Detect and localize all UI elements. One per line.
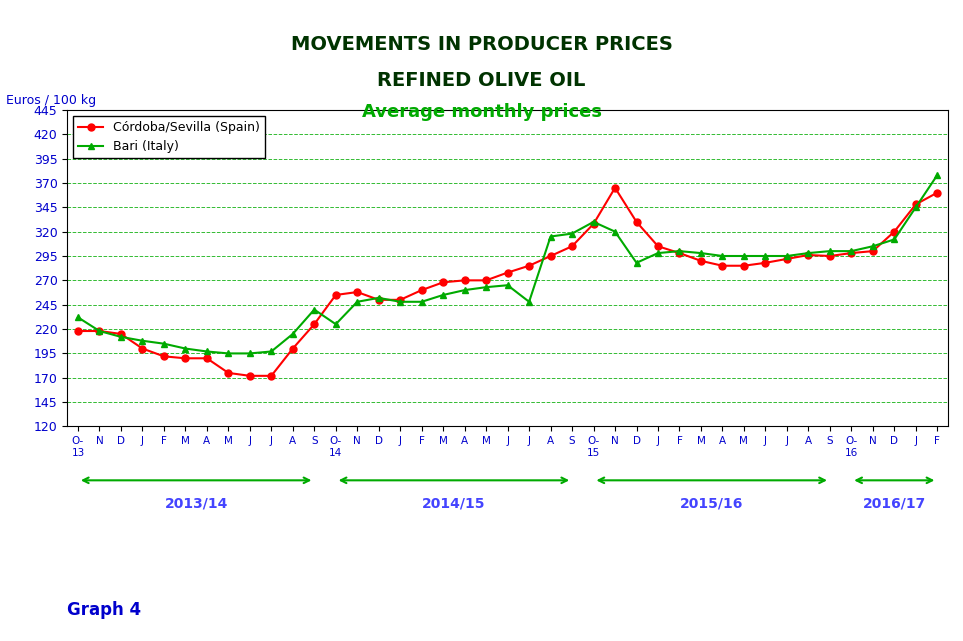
Line: Bari (Italy): Bari (Italy)	[74, 172, 941, 357]
Text: REFINED OLIVE OIL: REFINED OLIVE OIL	[377, 71, 586, 90]
Bari (Italy)	[631, 259, 642, 267]
Bari (Italy)	[93, 327, 105, 335]
Text: MOVEMENTS IN PRODUCER PRICES: MOVEMENTS IN PRODUCER PRICES	[291, 35, 672, 54]
Córdoba/Sevilla (Spain)	[137, 345, 148, 353]
Córdoba/Sevilla (Spain)	[116, 330, 127, 338]
Córdoba/Sevilla (Spain)	[158, 353, 169, 360]
Bari (Italy)	[437, 291, 449, 299]
Córdoba/Sevilla (Spain)	[610, 184, 621, 192]
Bari (Italy)	[72, 313, 84, 321]
Text: Euros / 100 kg: Euros / 100 kg	[6, 94, 95, 106]
Bari (Italy)	[222, 349, 234, 357]
Córdoba/Sevilla (Spain)	[459, 276, 471, 284]
Bari (Italy)	[244, 349, 255, 357]
Córdoba/Sevilla (Spain)	[739, 262, 750, 270]
Bari (Italy)	[739, 252, 750, 260]
Bari (Italy)	[587, 218, 599, 226]
Text: Average monthly prices: Average monthly prices	[361, 103, 602, 121]
Córdoba/Sevilla (Spain)	[523, 262, 534, 270]
Bari (Italy)	[781, 252, 793, 260]
Córdoba/Sevilla (Spain)	[760, 259, 771, 267]
Córdoba/Sevilla (Spain)	[566, 242, 578, 250]
Córdoba/Sevilla (Spain)	[180, 354, 192, 362]
Bari (Italy)	[180, 345, 192, 353]
Córdoba/Sevilla (Spain)	[781, 255, 793, 263]
Córdoba/Sevilla (Spain)	[72, 327, 84, 335]
Text: 2015/16: 2015/16	[680, 496, 743, 510]
Córdoba/Sevilla (Spain)	[351, 288, 363, 296]
Bari (Italy)	[330, 320, 342, 328]
Bari (Italy)	[116, 333, 127, 341]
Text: Graph 4: Graph 4	[67, 601, 142, 619]
Córdoba/Sevilla (Spain)	[222, 369, 234, 377]
Córdoba/Sevilla (Spain)	[437, 278, 449, 286]
Córdoba/Sevilla (Spain)	[674, 249, 686, 257]
Legend: Córdoba/Sevilla (Spain), Bari (Italy): Córdoba/Sevilla (Spain), Bari (Italy)	[73, 116, 266, 158]
Bari (Italy)	[416, 298, 428, 306]
Bari (Italy)	[674, 247, 686, 255]
Córdoba/Sevilla (Spain)	[824, 252, 836, 260]
Córdoba/Sevilla (Spain)	[266, 372, 277, 379]
Córdoba/Sevilla (Spain)	[652, 242, 664, 250]
Córdoba/Sevilla (Spain)	[931, 189, 943, 197]
Bari (Italy)	[459, 287, 471, 294]
Bari (Italy)	[910, 203, 922, 211]
Bari (Italy)	[566, 229, 578, 237]
Bari (Italy)	[802, 249, 814, 257]
Córdoba/Sevilla (Spain)	[802, 251, 814, 259]
Córdoba/Sevilla (Spain)	[481, 276, 492, 284]
Bari (Italy)	[889, 236, 900, 244]
Bari (Italy)	[867, 242, 878, 250]
Bari (Italy)	[523, 298, 534, 306]
Córdoba/Sevilla (Spain)	[93, 327, 105, 335]
Bari (Italy)	[652, 249, 664, 257]
Bari (Italy)	[502, 281, 513, 289]
Córdoba/Sevilla (Spain)	[395, 296, 406, 304]
Line: Córdoba/Sevilla (Spain): Córdoba/Sevilla (Spain)	[74, 185, 941, 379]
Córdoba/Sevilla (Spain)	[545, 252, 557, 260]
Córdoba/Sevilla (Spain)	[631, 218, 642, 226]
Bari (Italy)	[137, 337, 148, 345]
Córdoba/Sevilla (Spain)	[330, 291, 342, 299]
Córdoba/Sevilla (Spain)	[373, 296, 384, 304]
Bari (Italy)	[373, 294, 384, 302]
Córdoba/Sevilla (Spain)	[910, 201, 922, 208]
Córdoba/Sevilla (Spain)	[244, 372, 255, 379]
Córdoba/Sevilla (Spain)	[846, 249, 857, 257]
Córdoba/Sevilla (Spain)	[502, 269, 513, 276]
Bari (Italy)	[760, 252, 771, 260]
Bari (Italy)	[824, 247, 836, 255]
Bari (Italy)	[158, 340, 169, 347]
Bari (Italy)	[695, 249, 707, 257]
Bari (Italy)	[351, 298, 363, 306]
Córdoba/Sevilla (Spain)	[416, 287, 428, 294]
Córdoba/Sevilla (Spain)	[695, 257, 707, 265]
Bari (Italy)	[846, 247, 857, 255]
Text: 2014/15: 2014/15	[422, 496, 485, 510]
Text: 2016/17: 2016/17	[863, 496, 925, 510]
Bari (Italy)	[287, 330, 299, 338]
Bari (Italy)	[481, 283, 492, 291]
Córdoba/Sevilla (Spain)	[201, 354, 213, 362]
Bari (Italy)	[716, 252, 728, 260]
Córdoba/Sevilla (Spain)	[308, 320, 320, 328]
Bari (Italy)	[201, 347, 213, 355]
Bari (Italy)	[931, 171, 943, 179]
Text: 2013/14: 2013/14	[165, 496, 228, 510]
Bari (Italy)	[610, 228, 621, 235]
Córdoba/Sevilla (Spain)	[587, 220, 599, 228]
Bari (Italy)	[395, 298, 406, 306]
Córdoba/Sevilla (Spain)	[889, 228, 900, 235]
Córdoba/Sevilla (Spain)	[716, 262, 728, 270]
Córdoba/Sevilla (Spain)	[867, 247, 878, 255]
Bari (Italy)	[308, 306, 320, 313]
Córdoba/Sevilla (Spain)	[287, 345, 299, 353]
Bari (Italy)	[266, 347, 277, 355]
Bari (Italy)	[545, 233, 557, 240]
